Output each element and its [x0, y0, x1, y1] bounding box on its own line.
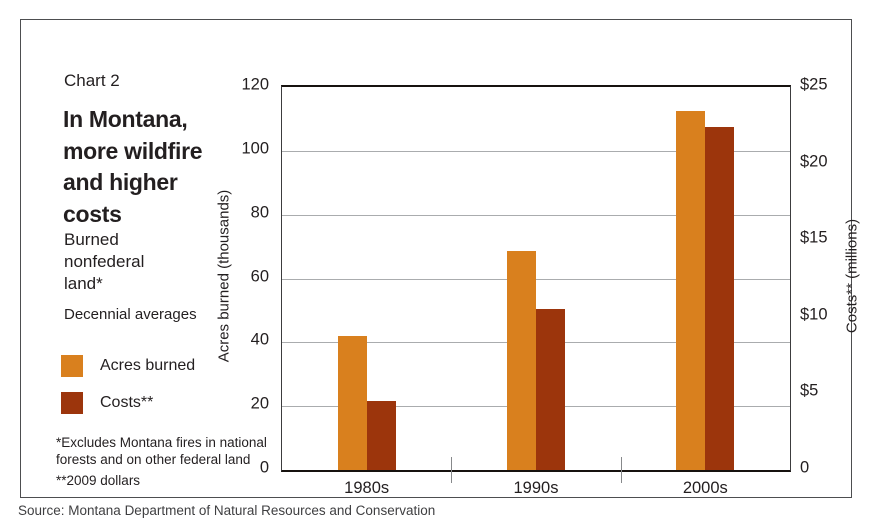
legend-label-costs: Costs** — [100, 394, 154, 411]
bar-costs-2000s — [705, 126, 735, 470]
left-axis-tick: 60 — [250, 267, 269, 285]
chart-title: In Montana, more wildfire and higher cos… — [63, 104, 233, 230]
left-axis-ticks: 120 100 80 60 40 20 0 — [221, 76, 269, 477]
source-line: Source: Montana Department of Natural Re… — [18, 503, 436, 518]
left-axis-title: Acres burned (thousands) — [215, 189, 233, 363]
bar-costs-1980s — [366, 401, 396, 470]
footnote-excludes: *Excludes Montana fires in national fore… — [56, 434, 267, 468]
chart-title-line: and higher — [63, 169, 178, 195]
right-axis-tick: $20 — [800, 152, 828, 171]
right-axis-tick: $25 — [800, 75, 828, 94]
x-axis-tick — [620, 457, 622, 483]
right-axis-tick: $10 — [800, 305, 828, 324]
bar-costs-1990s — [535, 309, 565, 470]
gridline-100 — [282, 150, 790, 152]
bar-group-1980s — [282, 87, 451, 470]
bar-group-2000s — [621, 87, 790, 470]
bar-acres-burned-1990s — [506, 251, 536, 470]
chart-subtitle-secondary: Decennial averages — [64, 306, 197, 323]
legend-swatch-costs — [61, 392, 83, 414]
gridline-60 — [282, 278, 790, 280]
plot-area: 1980s 1990s 2000s — [281, 85, 791, 497]
left-axis-tick: 80 — [250, 203, 269, 222]
footnote-line: *Excludes Montana fires in national — [56, 435, 267, 450]
legend-label-acres-burned: Acres burned — [100, 357, 196, 374]
chart-subtitle: Burned nonfederal land* — [64, 229, 144, 295]
chart-title-line: In Montana, — [63, 106, 188, 132]
left-axis-tick: 40 — [250, 330, 269, 349]
chart-number-label: Chart 2 — [64, 71, 120, 90]
footnote-dollars: **2009 dollars — [56, 473, 141, 488]
chart-subtitle-line: Burned — [64, 230, 119, 249]
legend-item-costs: Costs** — [61, 392, 195, 414]
category-label-1990s: 1990s — [513, 479, 559, 497]
legend: Acres burned Costs** — [61, 355, 195, 429]
bar-acres-burned-1980s — [337, 335, 367, 470]
category-label-2000s: 2000s — [682, 479, 728, 497]
gridline-80 — [282, 214, 790, 216]
chart-title-line: more wildfire — [63, 137, 203, 164]
x-axis-tick — [451, 457, 453, 483]
chart-frame: Chart 2 In Montana, more wildfire and hi… — [20, 19, 861, 498]
left-axis-tick: 0 — [259, 458, 269, 477]
right-axis-title: Costs** (millions) — [843, 218, 861, 334]
bar-acres-burned-2000s — [676, 110, 706, 470]
right-axis-ticks: $25 $20 $15 $10 $5 0 — [800, 76, 848, 477]
chart-subtitle-line: land* — [64, 274, 103, 293]
right-axis-tick: $15 — [800, 228, 828, 247]
category-label-1980s: 1980s — [344, 479, 390, 497]
left-axis-tick: 100 — [241, 139, 269, 158]
chart-subtitle-line: nonfederal — [64, 252, 145, 271]
footnote-line: forests and on other federal land — [56, 452, 251, 467]
right-axis-tick: $5 — [800, 381, 819, 400]
legend-item-acres-burned: Acres burned — [61, 355, 195, 377]
bar-group-1990s — [451, 87, 620, 470]
left-axis-tick: 120 — [241, 75, 269, 94]
chart-title-line: costs — [63, 200, 122, 227]
left-axis-tick: 20 — [250, 394, 269, 413]
right-axis-tick: 0 — [800, 458, 810, 477]
legend-swatch-acres-burned — [61, 355, 83, 377]
